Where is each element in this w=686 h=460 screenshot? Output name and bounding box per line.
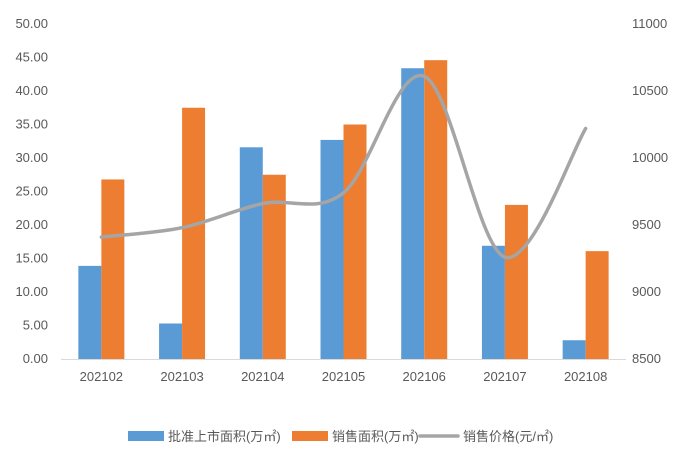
right-tick-label: 10000 <box>632 150 668 165</box>
left-tick-label: 5.00 <box>23 318 48 333</box>
bar-approved-area <box>481 245 505 359</box>
bar-approved-area <box>239 147 263 359</box>
bar-approved-area <box>159 323 183 359</box>
left-tick-label: 30.00 <box>15 150 48 165</box>
bar-approved-area <box>320 139 344 359</box>
legend-label: 销售价格(元/㎡) <box>463 429 553 444</box>
left-tick-label: 45.00 <box>15 50 48 65</box>
bar-series-group <box>78 60 609 360</box>
right-tick-label: 9500 <box>632 217 661 232</box>
x-axis: 202102 202103 202104 202105 202106 202107 2021… <box>61 359 626 384</box>
x-tick-label: 202107 <box>483 369 526 384</box>
right-tick-label: 10500 <box>632 83 668 98</box>
x-tick-label: 202108 <box>564 369 607 384</box>
right-tick-label: 9000 <box>632 284 661 299</box>
left-tick-label: 25.00 <box>15 184 48 199</box>
x-tick-label: 202102 <box>80 369 123 384</box>
right-tick-label: 11000 <box>632 16 667 31</box>
legend: 批准上市面积(万㎡) 销售面积(万㎡) 销售价格(元/㎡) <box>128 429 553 444</box>
x-tick-label: 202106 <box>403 369 446 384</box>
left-y-axis: 0.00 5.00 10.00 15.00 20.00 25.00 30.00 35.00 40… <box>15 16 48 366</box>
legend-swatch <box>128 431 164 441</box>
left-tick-label: 50.00 <box>15 16 48 31</box>
line-series-group <box>99 73 588 259</box>
bar-sales-area <box>585 251 609 359</box>
bar-sales-area <box>182 107 206 359</box>
legend-swatch <box>292 431 328 441</box>
bar-approved-area <box>562 340 586 359</box>
bar-sales-area <box>424 60 448 360</box>
left-tick-label: 0.00 <box>23 351 48 366</box>
bar-sales-area <box>262 174 286 359</box>
right-y-axis: 8500 9000 9500 10000 10500 11000 <box>632 16 668 366</box>
bar-sales-area <box>101 179 125 359</box>
left-tick-label: 20.00 <box>15 217 48 232</box>
bar-approved-area <box>401 68 425 359</box>
bar-sales-area <box>343 124 367 359</box>
left-tick-label: 10.00 <box>15 284 48 299</box>
x-tick-label: 202103 <box>160 369 203 384</box>
left-tick-label: 35.00 <box>15 117 48 132</box>
line-sales-price <box>99 73 588 259</box>
x-tick-label: 202104 <box>241 369 284 384</box>
bar-sales-area <box>504 204 528 359</box>
x-tick-label: 202105 <box>322 369 365 384</box>
left-tick-label: 15.00 <box>15 251 48 266</box>
legend-label: 批准上市面积(万㎡) <box>168 429 281 444</box>
left-tick-label: 40.00 <box>15 83 48 98</box>
right-tick-label: 8500 <box>632 351 661 366</box>
legend-label: 销售面积(万㎡) <box>332 429 419 444</box>
bar-approved-area <box>78 265 102 359</box>
